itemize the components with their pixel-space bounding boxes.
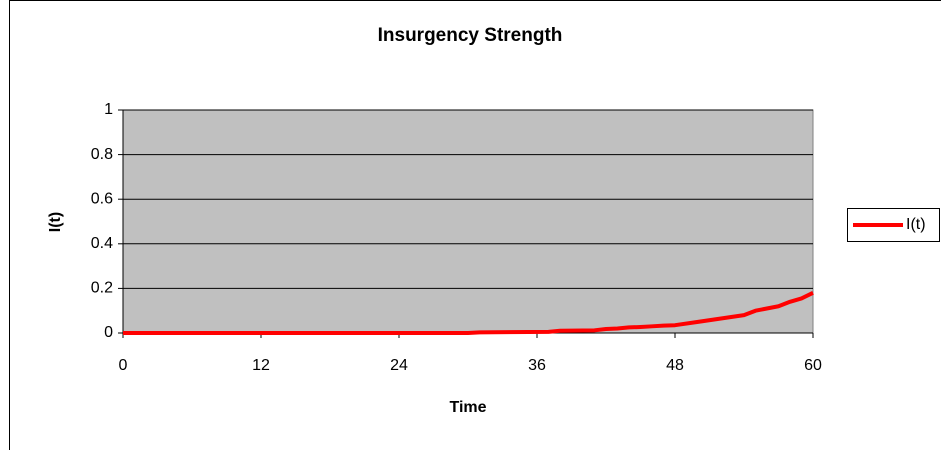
- x-tick-label: 48: [666, 357, 684, 374]
- x-axis-label: Time: [449, 399, 486, 416]
- x-tick-label: 36: [528, 357, 546, 374]
- x-tick-label: 12: [252, 357, 270, 374]
- y-tick-label: 0.4: [91, 235, 113, 252]
- y-tick-label: 0.2: [91, 280, 113, 297]
- x-tick-label: 60: [804, 357, 822, 374]
- plot-area: [122, 109, 814, 334]
- x-tick-label: 0: [119, 357, 128, 374]
- y-tick-label: 1: [104, 101, 113, 118]
- line-series: [123, 291, 814, 335]
- chart-title: Insurgency Strength: [378, 25, 563, 46]
- legend-label: I(t): [906, 216, 926, 233]
- y-tick-label: 0.6: [91, 190, 113, 207]
- y-axis-label: I(t): [47, 212, 64, 232]
- y-tick-label: 0.8: [91, 146, 113, 163]
- x-tick-label: 24: [390, 357, 408, 374]
- y-tick-label: 0: [104, 324, 113, 341]
